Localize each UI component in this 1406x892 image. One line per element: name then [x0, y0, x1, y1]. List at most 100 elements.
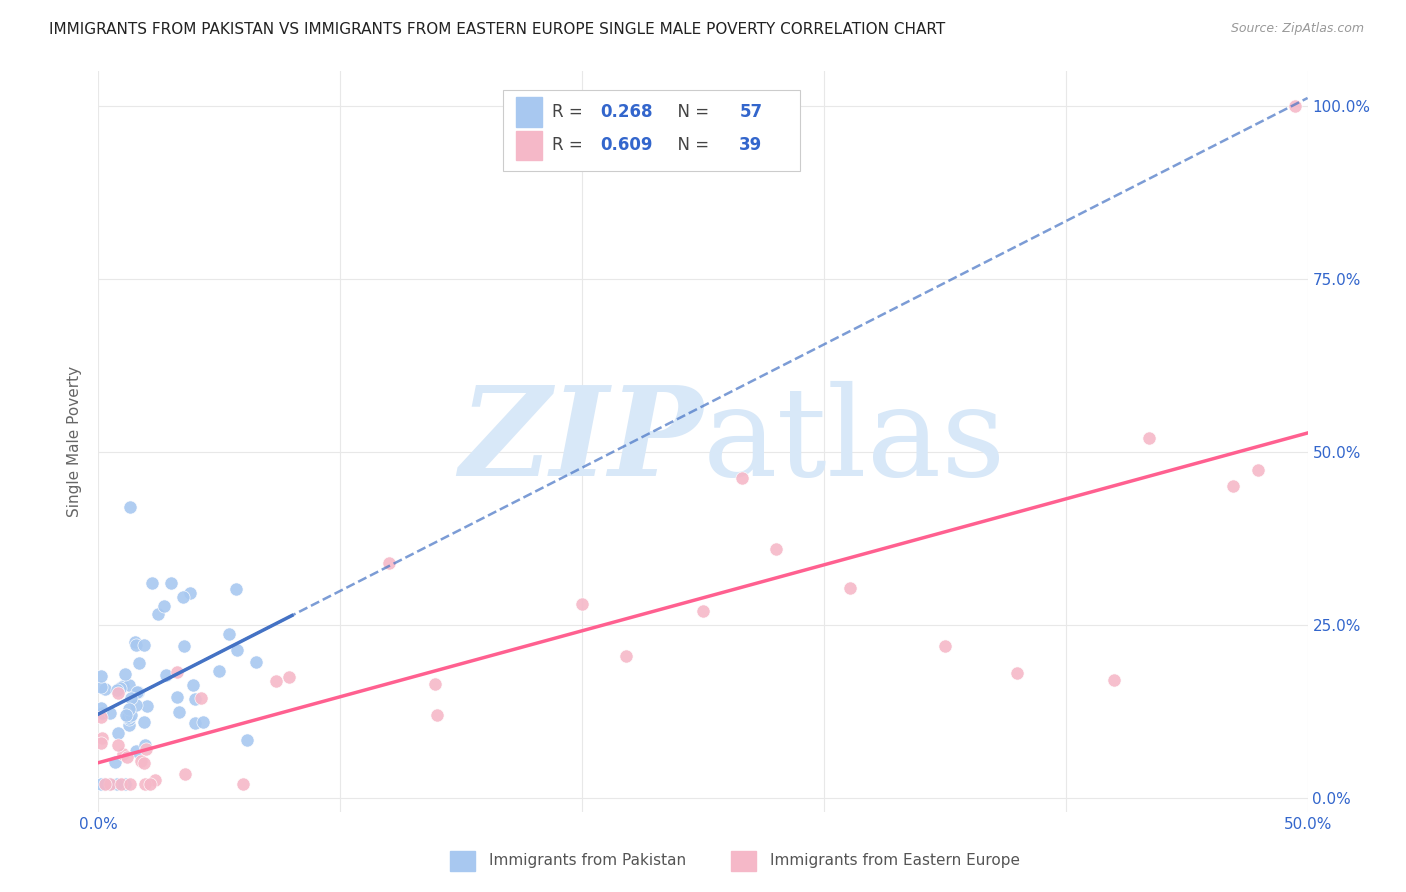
- Point: [98, 706, 121, 720]
- Point: [90, 706, 112, 721]
- Text: atlas: atlas: [703, 381, 1007, 502]
- Point: [125, 744, 148, 758]
- Point: [127, 684, 149, 698]
- Text: IMMIGRANTS FROM PAKISTAN VS IMMIGRANTS FROM EASTERN EUROPE SINGLE MALE POVERTY C: IMMIGRANTS FROM PAKISTAN VS IMMIGRANTS F…: [49, 22, 945, 37]
- Point: [184, 692, 207, 706]
- Point: [110, 777, 132, 791]
- Point: [1284, 99, 1306, 113]
- Point: [264, 674, 287, 689]
- Point: [731, 471, 754, 485]
- Point: [118, 678, 141, 692]
- Point: [117, 710, 139, 724]
- Point: [173, 640, 195, 654]
- Point: [118, 712, 141, 726]
- Point: [107, 738, 129, 752]
- Point: [107, 726, 129, 740]
- Point: [174, 767, 197, 781]
- Point: [91, 731, 114, 745]
- Point: [118, 777, 141, 791]
- Point: [124, 635, 146, 649]
- Point: [105, 682, 128, 697]
- Point: [90, 669, 112, 683]
- Point: [105, 777, 128, 791]
- Text: Immigrants from Pakistan: Immigrants from Pakistan: [489, 854, 686, 868]
- Point: [134, 777, 156, 791]
- Point: [114, 777, 136, 791]
- FancyBboxPatch shape: [450, 851, 475, 871]
- FancyBboxPatch shape: [503, 90, 800, 171]
- Point: [94, 681, 117, 696]
- Point: [131, 755, 153, 769]
- Point: [114, 667, 136, 681]
- Point: [135, 741, 157, 756]
- Point: [111, 747, 134, 762]
- Point: [245, 655, 267, 669]
- Text: 0.268: 0.268: [600, 103, 652, 121]
- Point: [98, 777, 121, 791]
- Text: 39: 39: [740, 136, 762, 154]
- Point: [127, 684, 149, 698]
- Point: [153, 599, 176, 613]
- Point: [218, 627, 240, 641]
- Point: [132, 714, 155, 729]
- Point: [166, 665, 188, 679]
- Point: [118, 500, 141, 515]
- Point: [166, 690, 188, 704]
- Point: [614, 649, 637, 664]
- Point: [108, 681, 131, 695]
- Text: N =: N =: [666, 136, 714, 154]
- Text: 0.609: 0.609: [600, 136, 652, 154]
- Text: R =: R =: [551, 103, 588, 121]
- Point: [425, 677, 447, 691]
- Point: [1247, 463, 1270, 477]
- Y-axis label: Single Male Poverty: Single Male Poverty: [67, 366, 83, 517]
- Point: [118, 718, 141, 732]
- Point: [934, 639, 956, 653]
- Point: [146, 607, 169, 621]
- Point: [134, 756, 156, 771]
- Point: [155, 668, 177, 682]
- Text: Source: ZipAtlas.com: Source: ZipAtlas.com: [1230, 22, 1364, 36]
- Point: [377, 556, 399, 570]
- Point: [278, 670, 301, 684]
- Point: [132, 638, 155, 652]
- FancyBboxPatch shape: [731, 851, 756, 871]
- Point: [1102, 673, 1125, 688]
- Point: [90, 777, 112, 791]
- Point: [1222, 479, 1244, 493]
- Text: Immigrants from Eastern Europe: Immigrants from Eastern Europe: [770, 854, 1021, 868]
- Point: [128, 656, 150, 670]
- Point: [118, 701, 141, 715]
- Point: [90, 710, 112, 724]
- Point: [135, 699, 157, 714]
- Point: [120, 691, 142, 706]
- Point: [90, 680, 112, 694]
- Point: [97, 777, 120, 791]
- Point: [426, 707, 449, 722]
- Point: [125, 698, 148, 712]
- FancyBboxPatch shape: [516, 130, 543, 161]
- Text: N =: N =: [666, 103, 714, 121]
- Point: [692, 604, 714, 618]
- Point: [191, 715, 214, 730]
- FancyBboxPatch shape: [516, 97, 543, 127]
- Point: [172, 590, 194, 604]
- Point: [208, 665, 231, 679]
- Point: [125, 638, 148, 652]
- Point: [181, 678, 204, 692]
- Point: [107, 686, 129, 700]
- Text: R =: R =: [551, 136, 588, 154]
- Point: [1137, 431, 1160, 445]
- Point: [90, 701, 112, 715]
- Point: [115, 708, 138, 723]
- Point: [104, 755, 127, 769]
- Point: [143, 772, 166, 787]
- Point: [839, 581, 862, 595]
- Point: [571, 597, 593, 611]
- Text: 57: 57: [740, 103, 762, 121]
- Point: [111, 679, 134, 693]
- Point: [184, 715, 207, 730]
- Point: [117, 750, 139, 764]
- Point: [236, 733, 259, 747]
- Point: [765, 541, 787, 556]
